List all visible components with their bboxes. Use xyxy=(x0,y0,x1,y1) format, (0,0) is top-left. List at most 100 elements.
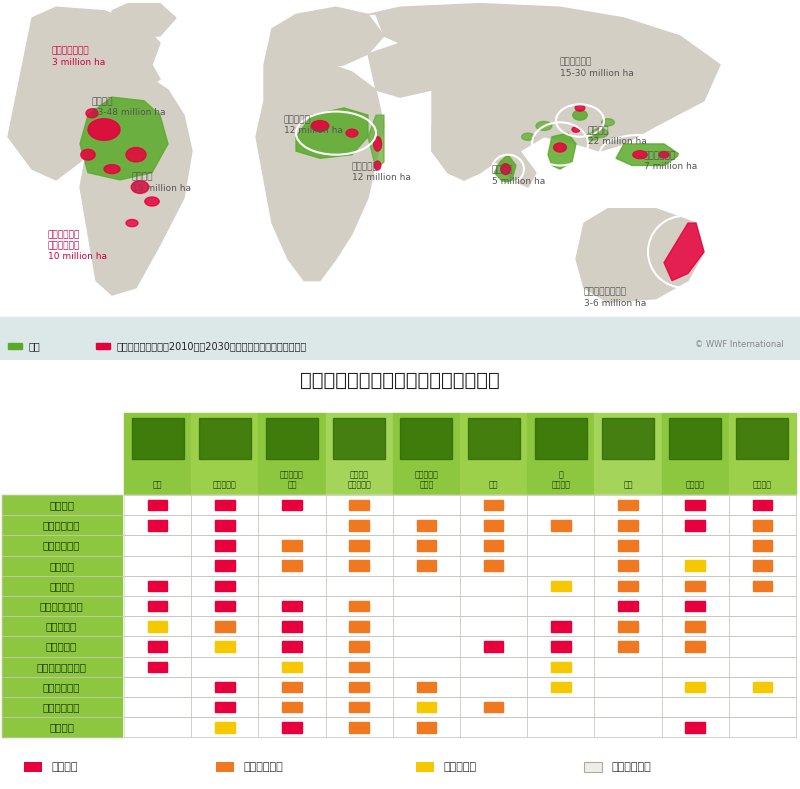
Text: 東オーストラリア
3-6 million ha: 東オーストラリア 3-6 million ha xyxy=(584,288,646,308)
Text: 家畜: 家畜 xyxy=(153,481,162,490)
Bar xyxy=(729,413,796,495)
Bar xyxy=(460,717,527,738)
Bar xyxy=(124,697,796,717)
Text: 紙パルプ用
植林地: 紙パルプ用 植林地 xyxy=(414,470,438,490)
Bar xyxy=(662,677,729,697)
Bar xyxy=(729,555,796,576)
Bar xyxy=(686,621,705,632)
Ellipse shape xyxy=(131,181,149,193)
Bar xyxy=(148,641,167,652)
Bar xyxy=(326,536,393,555)
Bar xyxy=(662,515,729,536)
Bar xyxy=(215,500,234,510)
Bar xyxy=(326,555,393,576)
Bar xyxy=(326,677,393,697)
Bar xyxy=(191,677,258,697)
Bar xyxy=(2,637,122,656)
Polygon shape xyxy=(256,62,384,281)
Bar xyxy=(2,576,796,596)
Bar xyxy=(215,540,234,551)
Bar xyxy=(393,576,460,596)
Bar xyxy=(96,342,110,349)
Bar xyxy=(594,637,662,656)
Bar xyxy=(258,576,326,596)
Bar xyxy=(594,536,662,555)
Bar xyxy=(2,697,796,717)
Bar xyxy=(393,515,460,536)
Bar xyxy=(594,413,662,495)
Bar xyxy=(258,515,326,536)
Bar xyxy=(401,417,453,458)
Bar xyxy=(484,540,503,551)
Bar xyxy=(2,656,122,677)
Bar xyxy=(527,656,594,677)
Text: チョコダリエン
3 million ha: チョコダリエン 3 million ha xyxy=(52,47,106,67)
Text: スマトラ
5 million ha: スマトラ 5 million ha xyxy=(492,166,546,185)
Ellipse shape xyxy=(573,110,587,120)
Bar xyxy=(460,697,527,717)
Bar xyxy=(124,677,191,697)
Bar xyxy=(124,555,796,576)
Bar xyxy=(729,616,796,637)
Bar xyxy=(662,536,729,555)
Bar xyxy=(484,500,503,510)
Bar xyxy=(215,621,234,632)
Polygon shape xyxy=(494,155,516,184)
Bar xyxy=(2,495,122,515)
Bar xyxy=(2,495,796,515)
Bar xyxy=(527,576,594,596)
Bar xyxy=(333,417,386,458)
Bar xyxy=(350,641,369,652)
Bar xyxy=(191,616,258,637)
Bar xyxy=(686,500,705,510)
Bar xyxy=(124,637,796,656)
Bar xyxy=(258,413,326,495)
Bar xyxy=(124,596,191,616)
Text: ニューギニア: ニューギニア xyxy=(43,702,80,712)
Bar xyxy=(416,762,434,772)
Bar xyxy=(350,560,369,571)
Bar xyxy=(460,677,527,697)
Bar xyxy=(417,702,436,712)
Text: 游鉤: 游鉤 xyxy=(623,481,633,490)
Bar xyxy=(124,697,191,717)
Ellipse shape xyxy=(572,127,580,133)
Ellipse shape xyxy=(145,197,159,206)
Bar xyxy=(258,495,326,515)
Bar xyxy=(584,762,602,772)
Bar xyxy=(350,661,369,672)
Bar xyxy=(686,601,705,611)
Bar xyxy=(393,717,460,738)
Bar xyxy=(0,316,800,360)
Bar xyxy=(618,500,638,510)
Bar xyxy=(215,601,234,611)
Bar xyxy=(417,682,436,692)
Bar xyxy=(618,601,638,611)
Bar xyxy=(753,682,772,692)
Bar xyxy=(594,616,662,637)
Ellipse shape xyxy=(602,118,614,126)
Bar xyxy=(662,555,729,576)
Bar xyxy=(282,500,302,510)
Bar xyxy=(148,621,167,632)
Text: スマトラ: スマトラ xyxy=(49,723,74,732)
Bar xyxy=(124,495,191,515)
Ellipse shape xyxy=(501,163,510,174)
Bar xyxy=(662,413,729,495)
Bar xyxy=(393,536,460,555)
Polygon shape xyxy=(368,115,384,169)
Bar xyxy=(484,520,503,530)
Bar xyxy=(191,697,258,717)
Bar xyxy=(2,576,122,596)
Bar xyxy=(393,495,460,515)
Ellipse shape xyxy=(86,109,98,118)
Bar xyxy=(350,682,369,692)
Polygon shape xyxy=(548,133,576,169)
Bar xyxy=(594,515,662,536)
Bar xyxy=(124,576,796,596)
Bar xyxy=(753,540,772,551)
Bar xyxy=(282,621,302,632)
Bar xyxy=(326,515,393,536)
Ellipse shape xyxy=(575,105,585,111)
Bar xyxy=(282,540,302,551)
